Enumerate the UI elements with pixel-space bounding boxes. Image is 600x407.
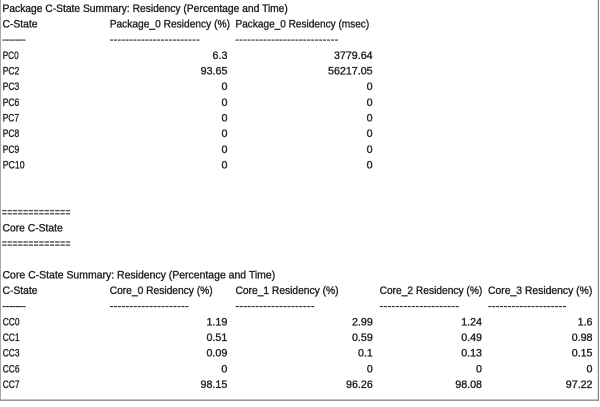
svg-text:0: 0 — [221, 81, 227, 93]
svg-text:0.09: 0.09 — [206, 348, 227, 360]
svg-text:Core_2 Residency (%): Core_2 Residency (%) — [380, 285, 483, 297]
svg-text:96.26: 96.26 — [346, 379, 373, 391]
svg-text:98.08: 98.08 — [455, 379, 482, 391]
svg-text:--------------------: -------------------- — [380, 301, 460, 313]
svg-text:C-State: C-State — [3, 18, 38, 30]
svg-text:Core C-State: Core C-State — [3, 222, 63, 234]
svg-text:PC10: PC10 — [3, 160, 25, 172]
svg-text:PC3: PC3 — [3, 81, 20, 93]
svg-text:PC6: PC6 — [3, 97, 20, 109]
svg-text:0: 0 — [476, 363, 482, 375]
svg-text:0: 0 — [587, 363, 593, 375]
svg-text:PC9: PC9 — [3, 144, 20, 156]
svg-text:0: 0 — [221, 144, 227, 156]
svg-text:Core C-State Summary: Residenc: Core C-State Summary: Residency (Percent… — [3, 269, 276, 281]
svg-text:PC0: PC0 — [3, 50, 19, 62]
svg-text:1.19: 1.19 — [206, 316, 227, 328]
svg-text:Package C-State Summary: Resid: Package C-State Summary: Residency (Perc… — [3, 3, 288, 15]
svg-text:Core_1 Residency (%): Core_1 Residency (%) — [236, 285, 339, 297]
svg-text:0.49: 0.49 — [461, 332, 482, 344]
svg-text:0: 0 — [221, 128, 227, 140]
svg-text:1.24: 1.24 — [461, 316, 482, 328]
svg-text:Core_3 Residency (%): Core_3 Residency (%) — [488, 285, 592, 297]
svg-text:--------------------------: -------------------------- — [235, 34, 338, 46]
svg-text:-----------------------: ----------------------- — [110, 34, 200, 46]
svg-text:C-State: C-State — [3, 285, 38, 297]
svg-text:56217.05: 56217.05 — [328, 65, 373, 77]
svg-text:-------: ------- — [2, 301, 26, 313]
svg-text:0.59: 0.59 — [352, 332, 373, 344]
svg-text:PC2: PC2 — [3, 65, 20, 77]
svg-text:2.99: 2.99 — [352, 316, 373, 328]
svg-text:0: 0 — [221, 97, 227, 109]
svg-text:CC0: CC0 — [3, 316, 20, 328]
svg-text:0: 0 — [221, 160, 227, 172]
svg-text:CC1: CC1 — [3, 332, 20, 344]
svg-text:Package_0 Residency (%): Package_0 Residency (%) — [110, 18, 230, 30]
svg-text:Core_0 Residency (%): Core_0 Residency (%) — [110, 285, 213, 297]
svg-text:CC6: CC6 — [3, 363, 20, 375]
svg-text:0: 0 — [367, 144, 373, 156]
svg-text:0.1: 0.1 — [358, 348, 373, 360]
svg-text:6.3: 6.3 — [213, 50, 228, 62]
svg-text:PC8: PC8 — [3, 128, 20, 140]
svg-text:0.98: 0.98 — [572, 332, 593, 344]
svg-text:97.22: 97.22 — [566, 379, 593, 391]
svg-text:0.15: 0.15 — [572, 348, 593, 360]
svg-text:PC7: PC7 — [3, 113, 19, 125]
svg-text:--------------------: -------------------- — [236, 301, 315, 313]
svg-text:-------: ------- — [2, 34, 26, 46]
svg-text:1.6: 1.6 — [578, 316, 593, 328]
svg-text:--------------------: -------------------- — [488, 301, 567, 313]
svg-text:0: 0 — [367, 81, 373, 93]
svg-text:93.65: 93.65 — [201, 65, 228, 77]
svg-text:0: 0 — [367, 97, 373, 109]
svg-text:3779.64: 3779.64 — [334, 50, 373, 62]
svg-text:CC3: CC3 — [3, 348, 20, 360]
svg-text:0.51: 0.51 — [206, 332, 227, 344]
svg-text:0: 0 — [221, 363, 227, 375]
svg-text:0: 0 — [367, 113, 373, 125]
svg-text:0.13: 0.13 — [461, 348, 482, 360]
svg-text:--------------------: -------------------- — [110, 301, 189, 313]
svg-text:0: 0 — [367, 160, 373, 172]
svg-text:CC7: CC7 — [3, 379, 20, 391]
svg-text:98.15: 98.15 — [201, 379, 228, 391]
svg-text:Package_0 Residency (msec): Package_0 Residency (msec) — [236, 18, 370, 30]
svg-text:0: 0 — [367, 128, 373, 140]
svg-text:0: 0 — [221, 113, 227, 125]
svg-text:0: 0 — [367, 363, 373, 375]
